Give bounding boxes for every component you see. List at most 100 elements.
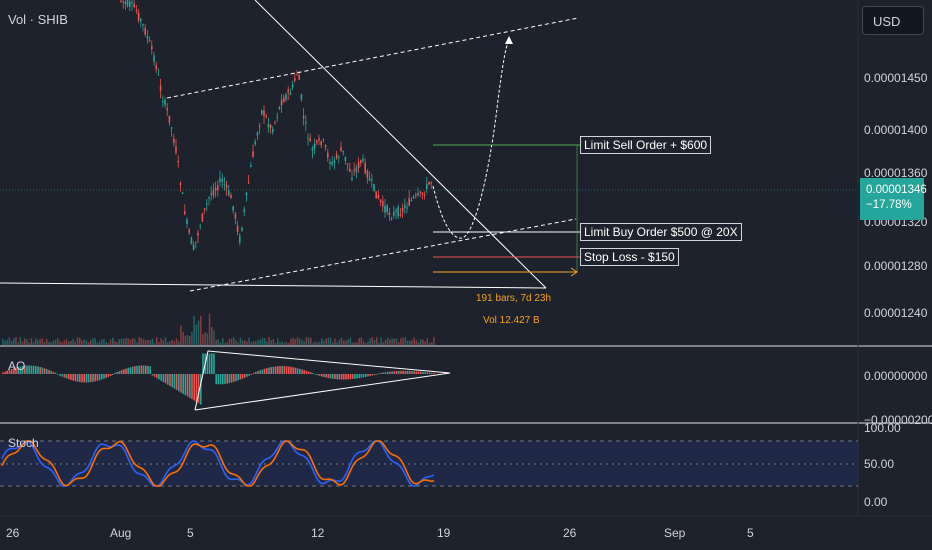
volume-bar	[270, 340, 272, 345]
ao-bar	[237, 374, 239, 381]
volume-bar	[272, 339, 275, 345]
volume-bar	[59, 341, 61, 345]
ao-bar	[123, 369, 125, 374]
ao-bar	[32, 365, 35, 374]
last-price-value: 0.00001346	[866, 184, 927, 196]
stoch-k-line[interactable]	[1, 440, 435, 487]
upper-channel-line[interactable]	[166, 17, 579, 99]
candle-body	[283, 97, 285, 102]
ao-bar	[162, 374, 165, 383]
ao-bar	[261, 369, 264, 374]
candle-body	[296, 74, 298, 76]
volume-bar	[178, 341, 180, 345]
ao-bar	[17, 366, 19, 374]
volume-bar	[118, 339, 121, 345]
candle-body	[298, 75, 300, 80]
volume-bar	[167, 342, 169, 345]
ao-bar	[347, 374, 349, 380]
ao-bar	[340, 374, 343, 380]
ao-bar	[26, 365, 28, 374]
ao-bar	[327, 374, 330, 379]
volume-bar	[98, 341, 101, 345]
candle-body	[175, 146, 177, 153]
volume-bar	[189, 335, 191, 345]
ao-bar	[72, 374, 74, 381]
volume-bar	[65, 339, 68, 345]
candle-body	[309, 138, 311, 142]
volume-bar	[202, 334, 204, 345]
ao-bar	[101, 374, 103, 380]
volume-bar	[290, 338, 292, 345]
candle-body	[208, 197, 210, 199]
candle-body	[280, 99, 283, 106]
ao-bar	[28, 365, 30, 374]
volume-bar	[422, 339, 424, 345]
ao-bar	[288, 366, 290, 374]
volume-bar	[283, 342, 286, 345]
ao-triangle[interactable]	[194, 350, 451, 411]
volume-bar	[406, 340, 409, 345]
ao-bar	[74, 374, 77, 382]
candle-body	[353, 169, 355, 171]
stoch-pane-title[interactable]: Stoch	[8, 436, 39, 450]
volume-bar	[365, 342, 367, 345]
volume-bar	[294, 338, 297, 345]
candle-body	[159, 85, 162, 91]
volume-bar	[332, 342, 334, 345]
limit-sell-label[interactable]: Limit Sell Order + $600	[580, 136, 712, 154]
ao-bar	[134, 366, 136, 374]
ao-bar	[90, 374, 92, 383]
volume-bar	[404, 337, 407, 345]
ao-bar	[182, 374, 184, 394]
ao-bar	[107, 374, 110, 377]
ao-bar	[426, 372, 429, 374]
volume-bar	[250, 342, 253, 345]
limit-buy-label[interactable]: Limit Buy Order $500 @ 20X	[580, 223, 742, 241]
stoch-band	[0, 441, 858, 486]
volume-bar	[35, 338, 37, 345]
descending-trendline[interactable]	[254, 0, 547, 289]
lower-channel-line[interactable]	[189, 218, 577, 292]
ao-bar	[367, 374, 369, 377]
ao-bar	[24, 365, 26, 374]
volume-bar	[2, 338, 4, 345]
ao-bar	[391, 371, 393, 374]
currency-button[interactable]: USD	[862, 6, 924, 35]
ao-pane-title[interactable]: AO	[8, 359, 26, 373]
ao-bar	[103, 374, 105, 379]
volume-bar	[171, 339, 173, 345]
volume-bar	[30, 338, 33, 345]
candle-body	[155, 65, 157, 70]
volume-bar	[57, 338, 59, 345]
ao-bar	[321, 374, 323, 377]
volume-bar	[136, 342, 138, 345]
ao-bar	[250, 374, 253, 375]
candle-body	[272, 128, 274, 133]
ao-bar	[43, 368, 46, 374]
candle-body	[399, 214, 402, 216]
candle-body	[265, 116, 267, 118]
volume-bar	[76, 337, 79, 345]
candle-body	[377, 195, 380, 199]
support-trendline[interactable]	[0, 282, 547, 289]
volume-bar	[191, 331, 193, 345]
volume-bar	[193, 315, 195, 345]
candle-body	[316, 140, 318, 143]
volume-bar	[145, 340, 147, 345]
stoch-d-line[interactable]	[1, 440, 435, 487]
ao-bar	[37, 366, 39, 374]
candle-body	[364, 163, 366, 173]
volume-bar	[373, 340, 376, 345]
candle-body	[133, 3, 135, 8]
volume-bar	[384, 339, 387, 345]
candle-body	[122, 1, 124, 3]
candle-body	[140, 19, 142, 22]
volume-bar	[349, 337, 352, 345]
candle-body	[327, 152, 329, 158]
projection-path[interactable]	[432, 39, 510, 239]
stop-loss-label[interactable]: Stop Loss - $150	[580, 248, 679, 266]
volume-bar	[268, 337, 270, 345]
symbol-title[interactable]: Vol · SHIB	[8, 12, 68, 27]
